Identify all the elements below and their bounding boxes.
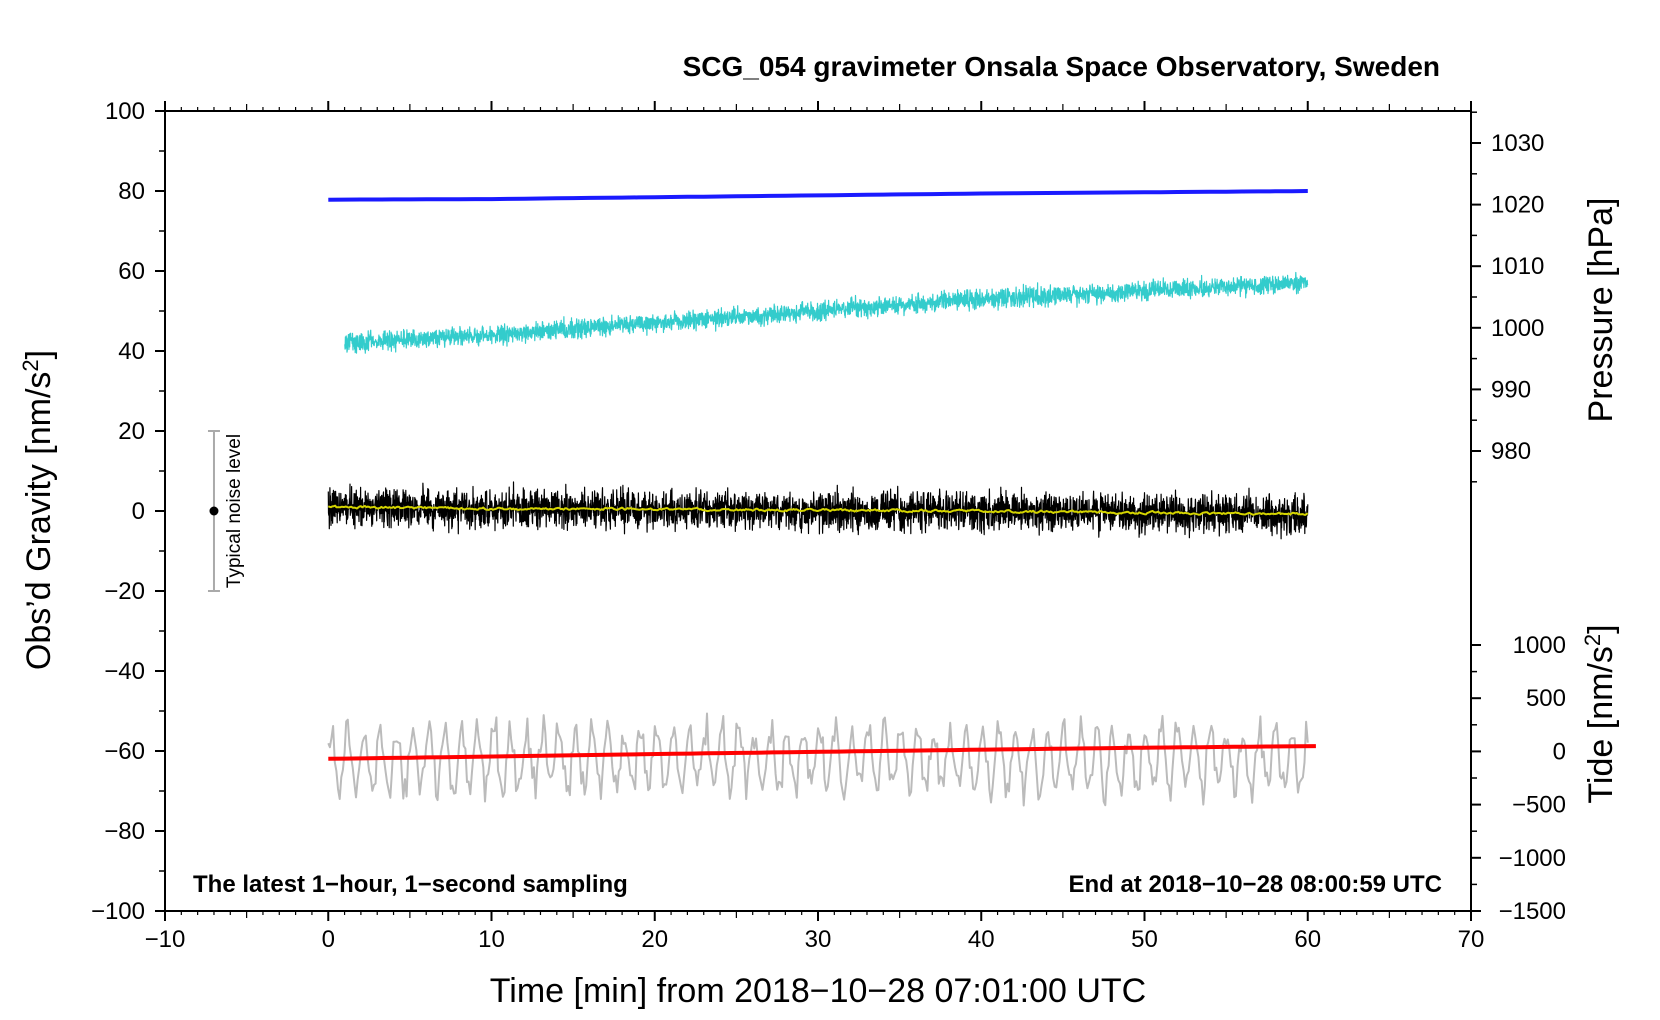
x-tick-label: 30 [805, 926, 832, 953]
tide-tick-label: −1000 [1499, 845, 1566, 872]
y-tick-label: −100 [91, 898, 145, 925]
y-axis-gravity-title: Obs’d Gravity [nm/s2] [18, 350, 59, 670]
y-tick-label: −80 [104, 818, 145, 845]
x-tick-label: −10 [145, 926, 186, 953]
series-obs-d-gravity-smoothed [327, 504, 1309, 516]
pressure-tick-label: 980 [1491, 438, 1531, 465]
y-axis-gravity-title-end: ] [20, 350, 58, 359]
y-axis-pressure: 980 990 1000 1010 1020 1030 [1471, 111, 1544, 483]
x-tick-label: 50 [1131, 926, 1158, 953]
pressure-tick-label: 1010 [1491, 253, 1544, 280]
tide-tick-label: 500 [1526, 685, 1566, 712]
y-axis-tide-title-sup: 2 [1580, 634, 1605, 646]
noise-bar-center [209, 506, 219, 516]
pressure-tick-label: 1030 [1491, 130, 1544, 157]
y-tick-label: 20 [118, 418, 145, 445]
x-axis: −10 0 10 20 30 40 50 60 70 [145, 101, 1485, 953]
y-axis-gravity-title-sup: 2 [18, 359, 43, 371]
y-axis-pressure-title: Pressure [hPa] [1582, 198, 1620, 423]
y-tick-label: −40 [104, 658, 145, 685]
y-axis-tide-title-end: ] [1582, 624, 1620, 633]
sampling-annotation: The latest 1−hour, 1−second sampling [193, 871, 628, 898]
y-axis-tide-title: Tide [nm/s2] [1580, 624, 1621, 803]
tide-tick-label: −500 [1512, 792, 1566, 819]
x-tick-label: 70 [1458, 926, 1485, 953]
tide-tick-label: −1500 [1499, 898, 1566, 925]
y-axis-gravity: −100 −80 −60 −40 −20 0 20 40 60 80 100 [91, 98, 165, 925]
noise-label: Typical noise level [224, 434, 245, 588]
y-tick-label: 60 [118, 258, 145, 285]
y-tick-label: 80 [118, 178, 145, 205]
series-obs-d-gravity-raw [327, 481, 1309, 540]
x-tick-label: 20 [641, 926, 668, 953]
series-layer [327, 189, 1316, 807]
pressure-tick-label: 1020 [1491, 192, 1544, 219]
y-axis-gravity-title-main: Obs’d Gravity [nm/s [20, 372, 58, 671]
pressure-tick-label: 1000 [1491, 315, 1544, 342]
x-tick-label: 0 [322, 926, 335, 953]
y-tick-label: 100 [105, 98, 145, 125]
y-tick-label: −20 [104, 578, 145, 605]
chart-title: SCG_054 gravimeter Onsala Space Observat… [683, 51, 1440, 82]
y-tick-label: 0 [132, 498, 145, 525]
series-pressure [328, 189, 1308, 202]
y-axis-tide: −1500 −1000 −500 0 500 1000 [1471, 632, 1566, 925]
end-time-annotation: End at 2018−10−28 08:00:59 UTC [1068, 871, 1442, 898]
x-tick-label: 40 [968, 926, 995, 953]
series-tide [328, 744, 1316, 761]
series-residual-tide-band [327, 712, 1309, 807]
tide-tick-label: 0 [1553, 738, 1566, 765]
y-tick-label: −60 [104, 738, 145, 765]
x-axis-title: Time [min] from 2018−10−28 07:01:00 UTC [490, 972, 1146, 1010]
pressure-tick-label: 990 [1491, 376, 1531, 403]
tide-tick-label: 1000 [1513, 632, 1566, 659]
x-tick-label: 10 [478, 926, 505, 953]
x-tick-label: 60 [1294, 926, 1321, 953]
series-residual-pressure-band [344, 271, 1309, 354]
y-tick-label: 40 [118, 338, 145, 365]
noise-indicator: Typical noise level [207, 430, 245, 592]
y-axis-tide-title-main: Tide [nm/s [1582, 646, 1620, 803]
